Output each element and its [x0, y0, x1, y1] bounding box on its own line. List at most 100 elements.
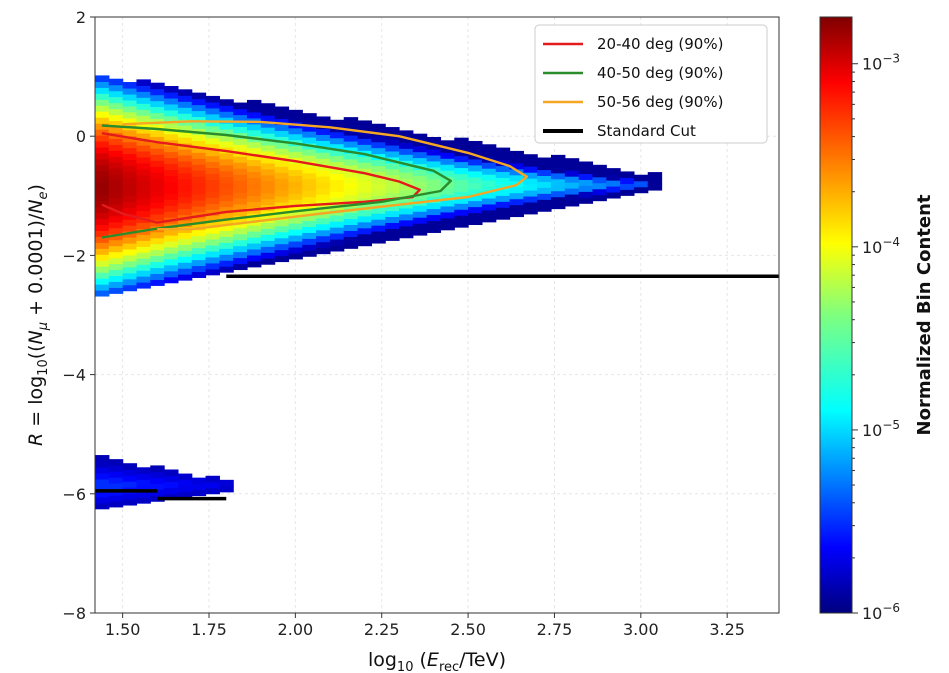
heatmap-cell: [302, 178, 317, 186]
heatmap-cell: [205, 268, 220, 276]
heatmap-cell: [260, 246, 276, 253]
heatmap-cell: [177, 148, 193, 156]
heatmap-cell: [316, 182, 331, 189]
heatmap-cell: [371, 189, 386, 196]
heatmap-cell: [316, 158, 331, 165]
heatmap-cell: [247, 165, 262, 173]
heatmap-cell: [523, 184, 538, 191]
heatmap-cell: [426, 226, 442, 233]
heatmap-cell: [164, 91, 179, 99]
heatmap-cell: [247, 129, 262, 137]
heatmap-cell: [150, 255, 165, 263]
heatmap-cell: [136, 174, 151, 182]
heatmap-cell: [509, 186, 524, 194]
heatmap-cell: [260, 198, 276, 206]
heatmap-cell: [343, 230, 359, 237]
heatmap-cell: [288, 163, 303, 171]
heatmap-cell: [136, 246, 151, 253]
heatmap-cell: [495, 177, 511, 184]
heatmap-cell: [302, 220, 317, 227]
heatmap-cell: [274, 106, 290, 114]
heatmap-cell: [329, 197, 345, 204]
heatmap-cell: [136, 473, 151, 480]
heatmap-cell: [177, 131, 193, 138]
heatmap-cell: [108, 257, 124, 265]
heatmap-cell: [233, 197, 248, 205]
heatmap-cell: [95, 111, 110, 118]
heatmap-cell: [219, 218, 234, 226]
heatmap-cell: [343, 242, 359, 249]
heatmap-cell: [537, 169, 552, 177]
heatmap-cell: [495, 207, 511, 214]
heatmap-cell: [399, 172, 414, 179]
heatmap-cell: [233, 180, 248, 187]
heatmap-cell: [219, 129, 234, 136]
heatmap-cell: [95, 242, 110, 249]
heatmap-cell: [191, 158, 207, 165]
heatmap-cell: [620, 171, 635, 178]
heatmap-cell: [578, 179, 594, 186]
heatmap-cell: [164, 469, 179, 477]
heatmap-cell: [108, 465, 124, 472]
heatmap-cell: [177, 262, 193, 269]
heatmap-cell: [108, 168, 124, 175]
heatmap-cell: [357, 126, 372, 133]
heatmap-cell: [150, 201, 165, 209]
heatmap-cell: [274, 237, 290, 245]
heatmap-cell: [150, 243, 165, 251]
heatmap-cell: [523, 166, 538, 173]
heatmap-cell: [150, 106, 165, 114]
heatmap-cell: [177, 125, 193, 132]
heatmap-cell: [122, 165, 138, 173]
heatmap-cell: [164, 187, 179, 194]
heatmap-cell: [233, 185, 248, 193]
standard-cut-lines: [95, 274, 779, 501]
heatmap-cell: [164, 121, 179, 129]
heatmap-cell: [371, 236, 386, 244]
heatmap-cell: [399, 219, 414, 227]
heatmap-cell: [136, 479, 151, 486]
heatmap-cell: [247, 260, 262, 268]
y-tick-label: −8: [62, 604, 86, 623]
heatmap-cell: [164, 475, 179, 483]
heatmap-cell: [509, 162, 524, 170]
heatmap-cell: [606, 185, 621, 193]
heatmap-cell: [426, 202, 442, 210]
heatmap-cell: [564, 170, 580, 177]
heatmap-cell: [136, 109, 151, 116]
heatmap-cell: [440, 217, 455, 225]
heatmap-cell: [164, 487, 179, 494]
heatmap-cell: [412, 193, 428, 200]
heatmap-cell: [247, 236, 262, 244]
heatmap-cell: [205, 137, 220, 145]
heatmap-cell: [399, 195, 414, 203]
heatmap-cell: [274, 172, 290, 179]
heatmap-cell: [440, 187, 455, 195]
heatmap-cell: [329, 238, 345, 246]
heatmap-cell: [177, 160, 193, 168]
heatmap-cell: [481, 209, 497, 217]
heatmap-cell: [454, 137, 469, 145]
heatmap-cell: [95, 230, 110, 237]
heatmap-cell: [95, 484, 110, 492]
heatmap-cell: [385, 198, 400, 206]
heatmap-cell: [302, 166, 317, 174]
heatmap-cell: [329, 244, 345, 252]
heatmap-cell: [288, 109, 303, 117]
heatmap-cell: [108, 120, 124, 127]
legend-label: Standard Cut: [597, 122, 696, 140]
heatmap-cell: [288, 229, 303, 236]
heatmap-cell: [95, 212, 110, 220]
heatmap-cell: [150, 112, 165, 120]
heatmap-cell: [260, 144, 276, 152]
heatmap-cell: [233, 120, 248, 127]
heatmap-cell: [122, 99, 138, 107]
colorbar-gradient: [819, 16, 853, 614]
heatmap-cell: [426, 160, 442, 168]
heatmap-cell: [191, 229, 207, 237]
heatmap-cell: [454, 215, 469, 222]
heatmap-cell: [343, 152, 359, 160]
legend-label: 40-50 deg (90%): [597, 64, 723, 82]
heatmap-cell: [592, 182, 607, 190]
heatmap-cell: [302, 190, 317, 198]
